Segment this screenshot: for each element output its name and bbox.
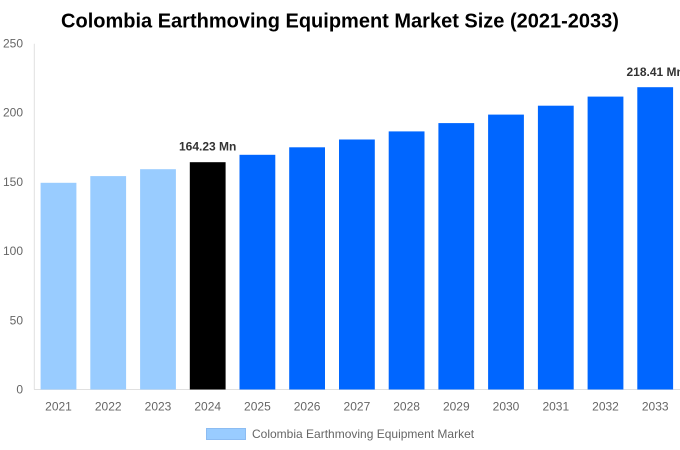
svg-text:2021: 2021	[45, 400, 72, 414]
svg-text:Colombia Earthmoving Equipment: Colombia Earthmoving Equipment Market Si…	[61, 11, 619, 33]
svg-text:2029: 2029	[443, 400, 470, 414]
svg-text:Colombia Earthmoving Equipment: Colombia Earthmoving Equipment Market	[252, 427, 475, 441]
svg-text:2022: 2022	[95, 400, 122, 414]
svg-text:200: 200	[3, 106, 23, 120]
svg-text:100: 100	[3, 244, 23, 258]
svg-text:50: 50	[10, 313, 24, 327]
svg-text:164.23 Mn: 164.23 Mn	[179, 139, 236, 153]
svg-text:0: 0	[16, 383, 23, 397]
svg-text:250: 250	[3, 37, 23, 51]
svg-text:2033: 2033	[642, 400, 669, 414]
svg-text:2023: 2023	[145, 400, 172, 414]
svg-text:2026: 2026	[294, 400, 321, 414]
svg-text:2028: 2028	[393, 400, 420, 414]
svg-text:150: 150	[3, 175, 23, 189]
svg-text:2030: 2030	[493, 400, 520, 414]
svg-text:2027: 2027	[344, 400, 371, 414]
svg-text:2031: 2031	[542, 400, 569, 414]
svg-text:2025: 2025	[244, 400, 271, 414]
svg-text:2032: 2032	[592, 400, 619, 414]
svg-text:2024: 2024	[194, 400, 221, 414]
svg-text:218.41 Mn: 218.41 Mn	[627, 65, 680, 79]
